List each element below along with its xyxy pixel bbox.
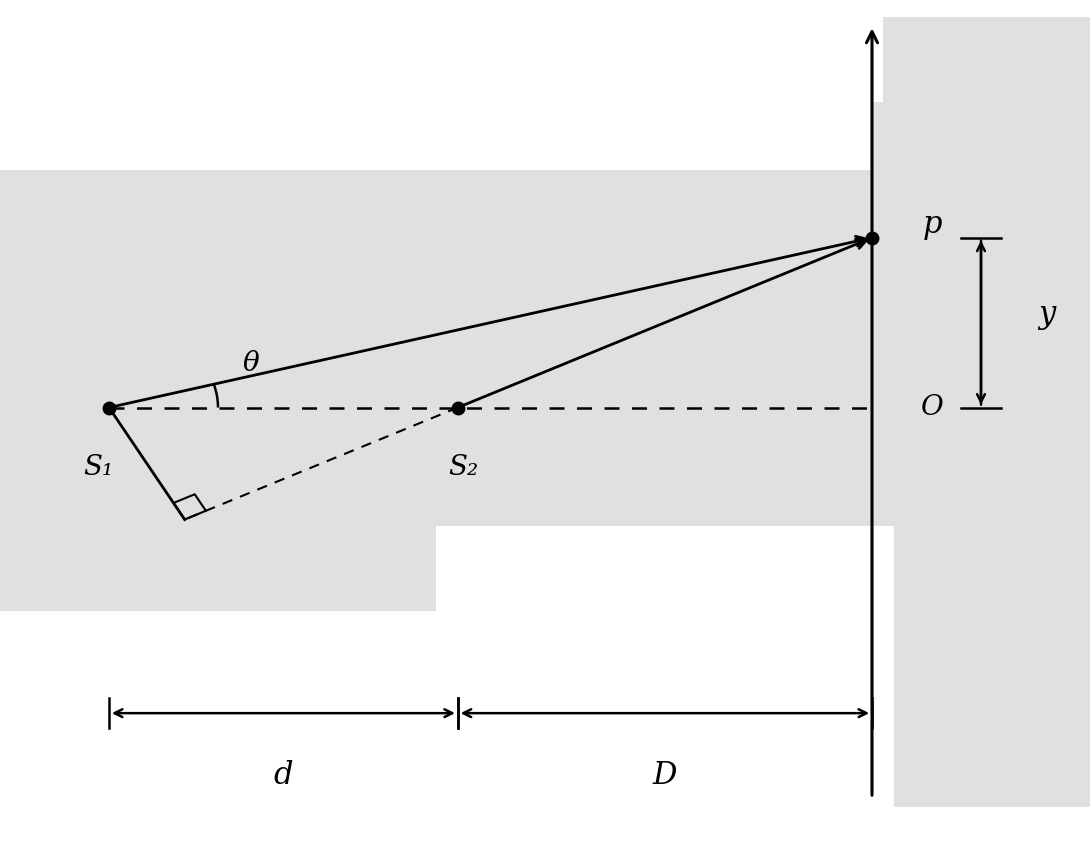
Bar xyxy=(0,611,877,849)
Text: p: p xyxy=(922,210,942,240)
Text: y: y xyxy=(1038,299,1055,329)
Bar xyxy=(0,170,480,611)
Bar xyxy=(436,0,883,102)
Text: S₂: S₂ xyxy=(448,454,479,481)
Bar xyxy=(436,526,894,849)
Text: d: d xyxy=(274,760,293,791)
Bar xyxy=(0,0,480,170)
Bar xyxy=(480,0,872,170)
Bar xyxy=(867,17,1090,807)
Text: S₁: S₁ xyxy=(83,454,113,481)
Bar xyxy=(436,102,894,526)
Text: D: D xyxy=(653,760,677,791)
Text: θ: θ xyxy=(242,350,259,377)
Text: O: O xyxy=(921,394,943,421)
